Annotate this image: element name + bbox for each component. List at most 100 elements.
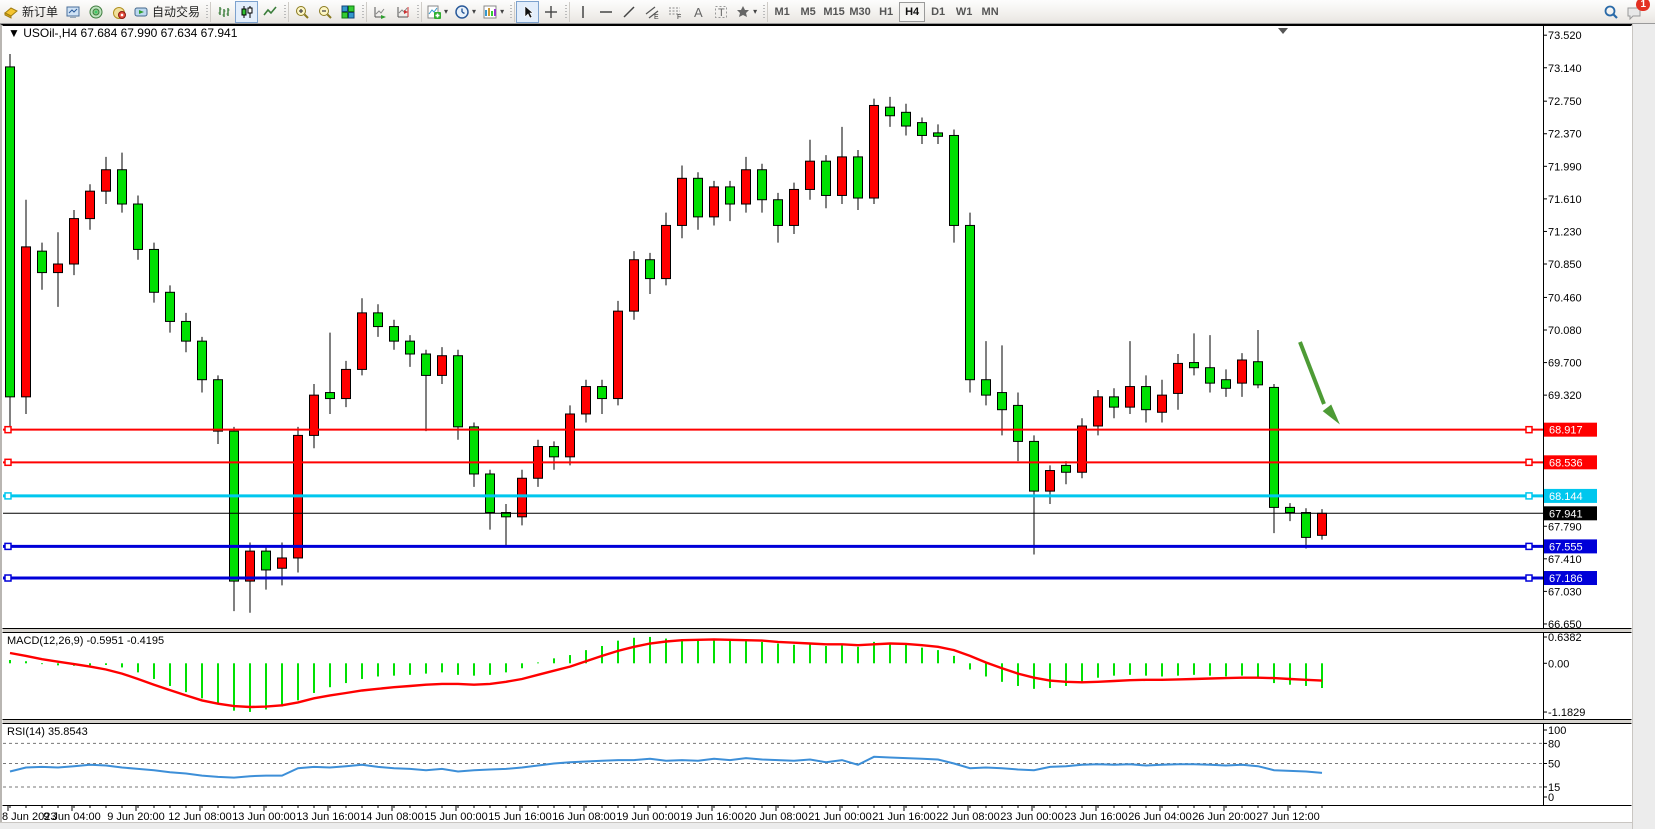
- label-button[interactable]: T: [709, 1, 732, 23]
- zoom-in-button[interactable]: [290, 1, 313, 23]
- candle-body: [1093, 396, 1103, 427]
- support-line-cyan-right-handle[interactable]: [1525, 492, 1533, 500]
- chevron-down-icon: ▾: [472, 7, 477, 16]
- market-watch-icon: [88, 4, 104, 20]
- candle-body: [1013, 404, 1023, 442]
- tile-windows-button[interactable]: [336, 1, 359, 23]
- shapes-icon: [735, 4, 751, 20]
- timeframe-m30-button[interactable]: M30: [849, 5, 871, 18]
- support-line-blue-2-price-badge-text: 67.186: [1549, 573, 1583, 585]
- chart-title[interactable]: ▼ USOil-,H4 67.684 67.990 67.634 67.941: [8, 26, 238, 40]
- clock-icon: [454, 4, 470, 20]
- panel-splitter[interactable]: [2, 720, 1632, 723]
- text-button[interactable]: A: [686, 1, 709, 23]
- candle-body: [245, 550, 255, 582]
- vline-icon: [575, 4, 591, 20]
- chart-shift-button[interactable]: [391, 1, 414, 23]
- candle-body: [709, 186, 719, 218]
- chevron-down-icon: ▾: [753, 7, 758, 16]
- search-button[interactable]: [1599, 1, 1622, 23]
- crosshair-button[interactable]: [539, 1, 562, 23]
- market-watch-button[interactable]: [84, 1, 107, 23]
- periods-button[interactable]: ▾: [451, 1, 479, 23]
- candle-body: [869, 104, 879, 199]
- vline-button[interactable]: [571, 1, 594, 23]
- price-axis-label: 70.850: [1548, 259, 1582, 271]
- svg-text:E: E: [654, 14, 659, 20]
- resistance-line-1-price-badge-text: 68.917: [1549, 425, 1583, 437]
- templates-icon: [482, 4, 498, 20]
- timeframe-m5-button[interactable]: M5: [800, 5, 816, 18]
- templates-button[interactable]: ▾: [479, 1, 507, 23]
- auto-trading-button[interactable]: 自动交易: [130, 1, 203, 23]
- candle-body: [261, 550, 271, 571]
- resistance-line-2-left-handle[interactable]: [4, 458, 12, 467]
- fibonacci-button[interactable]: F: [663, 1, 686, 23]
- candle-body: [277, 557, 287, 569]
- support-line-blue-2-right-handle[interactable]: [1525, 574, 1533, 582]
- chart-shift-marker[interactable]: [1278, 28, 1288, 34]
- resistance-line-1-right-handle[interactable]: [1525, 425, 1533, 434]
- zoom-out-button[interactable]: [313, 1, 336, 23]
- candle-body: [837, 156, 847, 196]
- candle-body: [885, 106, 895, 117]
- hline-button[interactable]: [594, 1, 617, 23]
- autotrade-icon: [133, 4, 149, 20]
- timeframe-h1-button[interactable]: H1: [879, 5, 894, 18]
- resistance-line-1-left-handle[interactable]: [4, 425, 12, 434]
- auto-scroll-icon: [372, 4, 388, 20]
- price-axis-label: 67.790: [1548, 521, 1582, 533]
- resistance-line-1-price-badge: [1544, 422, 1597, 437]
- chat-button[interactable]: 1: [1622, 0, 1650, 23]
- timeframe-d1-button[interactable]: D1: [931, 5, 946, 18]
- timeframe-h4-button[interactable]: H4: [899, 1, 926, 22]
- candle-body: [21, 246, 31, 398]
- support-line-cyan-left-handle[interactable]: [4, 492, 12, 500]
- support-line-cyan-price-badge-text: 68.144: [1549, 491, 1583, 503]
- candle-body: [1317, 512, 1327, 536]
- price-axis-label: 71.610: [1548, 194, 1582, 206]
- draw-group-a: [516, 0, 562, 24]
- cursor-button[interactable]: [516, 0, 540, 23]
- crosshair-icon: [543, 4, 559, 20]
- candle-body: [1109, 396, 1119, 408]
- bar-chart-icon: [216, 4, 232, 20]
- timeframe-m15-button[interactable]: M15: [823, 5, 845, 18]
- support-line-blue-2-price-badge: [1544, 571, 1597, 586]
- time-axis-label: 21 Jun 00:00: [808, 811, 872, 823]
- timeframe-m1-button[interactable]: M1: [774, 5, 790, 18]
- panel-splitter[interactable]: [2, 629, 1632, 632]
- resistance-line-2-right-handle[interactable]: [1525, 458, 1533, 467]
- timeframe-w1-button[interactable]: W1: [955, 5, 973, 18]
- signals-button[interactable]: [107, 1, 130, 23]
- candle-body: [37, 250, 47, 274]
- chevron-down-icon: ▾: [444, 7, 449, 16]
- channel-button[interactable]: E: [640, 1, 663, 23]
- support-line-blue-2-left-handle[interactable]: [4, 574, 12, 582]
- chart-type-group: [212, 0, 281, 24]
- draw-group-b: E F A T ▾: [571, 0, 760, 24]
- bar-chart-button[interactable]: [212, 1, 235, 23]
- resistance-line-2-price-badge-text: 68.536: [1549, 457, 1583, 469]
- open-chart-button[interactable]: [61, 1, 84, 23]
- auto-scroll-button[interactable]: [368, 1, 391, 23]
- time-axis-label: 9 Jun 04:00: [43, 811, 101, 823]
- candle-body: [693, 177, 703, 218]
- support-line-blue-1-right-handle[interactable]: [1525, 542, 1533, 551]
- new-order-button[interactable]: 新订单: [0, 1, 61, 23]
- candle-chart-button[interactable]: [235, 0, 259, 23]
- timeframe-mn-button[interactable]: MN: [981, 5, 999, 18]
- candle-body: [53, 263, 63, 274]
- down-arrow-annotation[interactable]: [1298, 341, 1340, 425]
- candle-body: [757, 169, 767, 201]
- candle-body: [373, 312, 383, 328]
- candle-body: [581, 386, 591, 415]
- search-icon: [1603, 4, 1619, 20]
- candle-body: [1173, 362, 1183, 394]
- line-chart-button[interactable]: [258, 1, 281, 23]
- shapes-button[interactable]: ▾: [732, 1, 760, 23]
- trendline-button[interactable]: [617, 1, 640, 23]
- indicators-button[interactable]: ▾: [423, 1, 451, 23]
- support-line-blue-1-left-handle[interactable]: [4, 542, 12, 551]
